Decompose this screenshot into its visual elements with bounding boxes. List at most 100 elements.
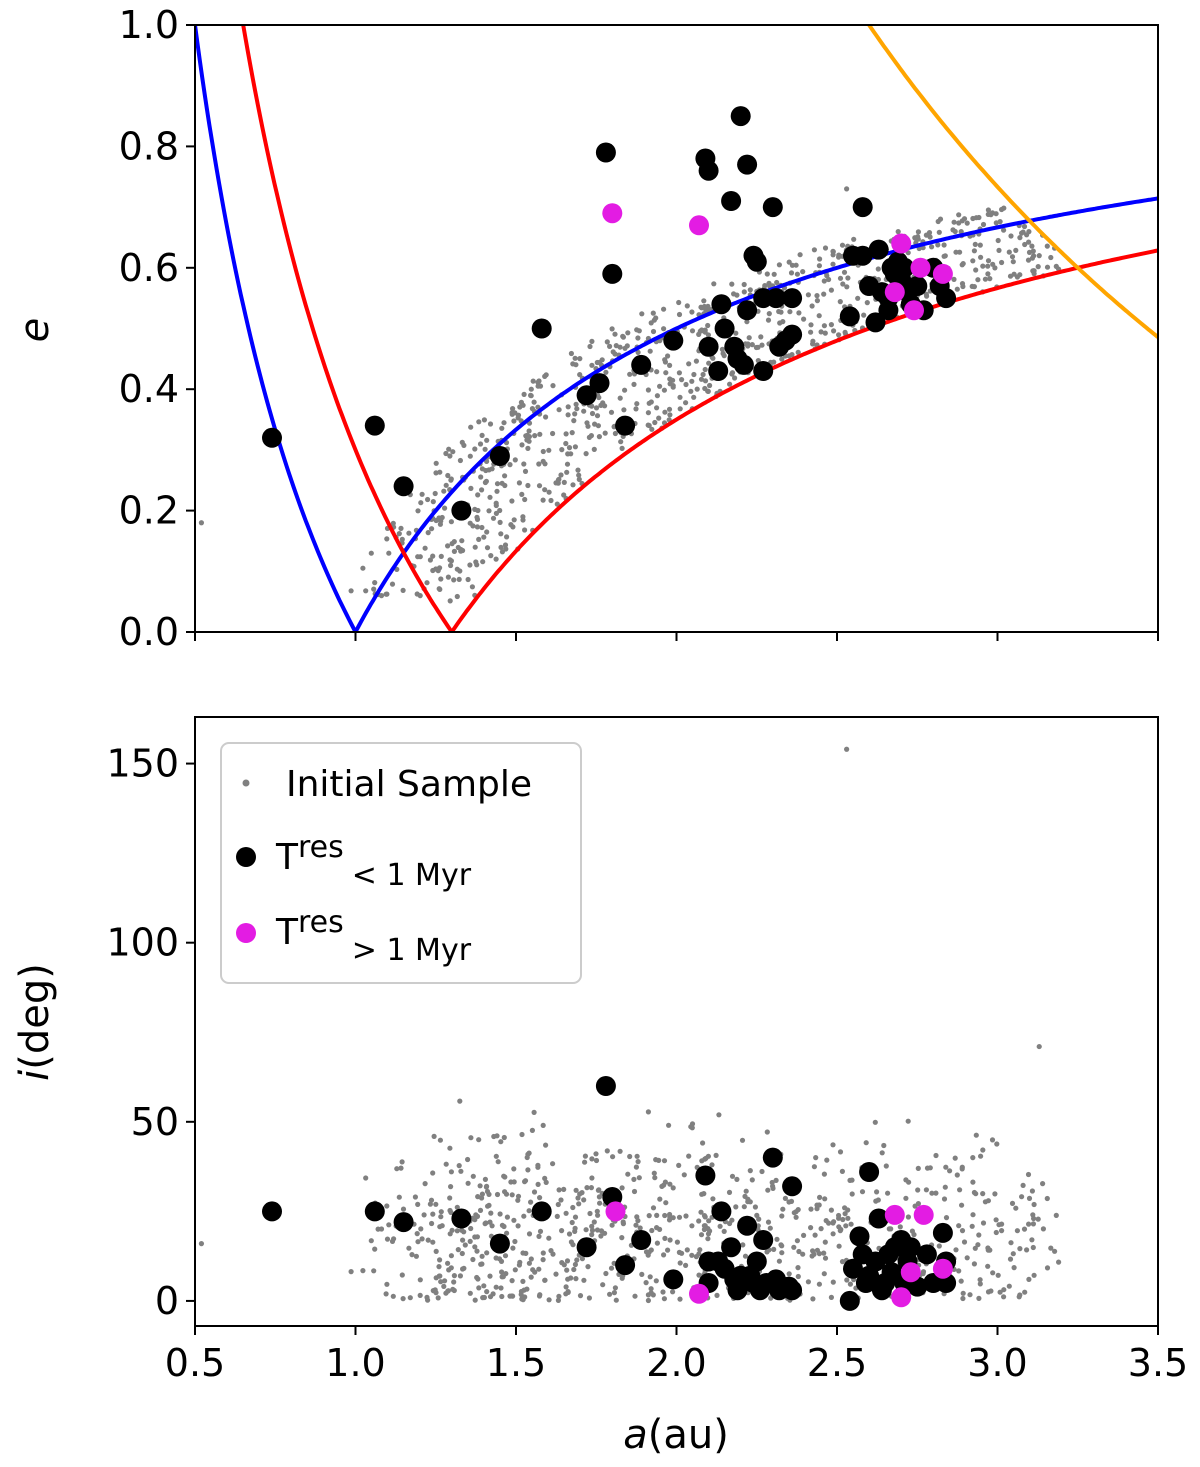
initial-sample-point	[977, 242, 983, 248]
initial-sample-point	[1021, 223, 1028, 230]
initial-sample-point	[589, 1232, 595, 1238]
initial-sample-point	[467, 1290, 473, 1296]
initial-sample-point	[448, 1265, 454, 1271]
x-tick-label: 0.5	[165, 1341, 225, 1385]
initial-sample-point	[888, 1226, 894, 1232]
initial-sample-point	[448, 1184, 454, 1190]
initial-sample-point	[679, 377, 685, 383]
initial-sample-point	[511, 418, 517, 424]
initial-sample-point	[980, 1191, 986, 1197]
initial-sample-point	[729, 1217, 735, 1223]
legend-marker-tres-lt-1myr	[236, 847, 256, 867]
initial-sample-point	[493, 510, 499, 516]
tres-lt-1myr-point	[852, 245, 873, 266]
initial-sample-point	[1044, 1195, 1050, 1202]
initial-sample-point	[689, 1252, 695, 1258]
initial-sample-point	[517, 1259, 523, 1265]
initial-sample-point	[518, 399, 525, 405]
initial-sample-point	[531, 399, 537, 405]
initial-sample-point	[729, 371, 735, 377]
initial-sample-point	[477, 441, 484, 447]
tres-gt-1myr-point	[605, 1201, 626, 1222]
initial-sample-point	[589, 1156, 595, 1162]
initial-sample-point	[587, 343, 593, 350]
initial-sample-point	[465, 1156, 471, 1163]
initial-sample-point	[430, 567, 436, 574]
initial-sample-point	[970, 1212, 976, 1218]
initial-sample-point	[830, 1279, 836, 1285]
initial-sample-point	[522, 527, 528, 533]
initial-sample-point	[437, 521, 443, 527]
initial-sample-point	[441, 488, 447, 494]
initial-sample-point	[1008, 1240, 1014, 1246]
initial-sample-point	[683, 400, 689, 406]
initial-sample-point	[581, 408, 587, 414]
initial-sample-point	[915, 1165, 921, 1171]
initial-sample-point	[964, 220, 970, 226]
initial-sample-point	[670, 1185, 676, 1191]
initial-sample-point	[499, 549, 505, 555]
initial-sample-point	[654, 393, 661, 399]
initial-sample-point	[540, 497, 546, 503]
initial-sample-point	[795, 349, 801, 355]
top-axis-ticks: 0.0 0.2 0.4 0.6 0.8 1.0	[119, 3, 1159, 654]
initial-sample-point	[561, 1186, 567, 1192]
initial-sample-point	[952, 1155, 958, 1161]
initial-sample-point	[528, 386, 534, 392]
initial-sample-point	[848, 1221, 854, 1227]
initial-sample-point	[609, 1222, 615, 1228]
initial-sample-point	[980, 263, 986, 269]
initial-sample-point	[400, 1206, 407, 1212]
top-ylabel: e	[12, 318, 58, 343]
initial-sample-point	[438, 1279, 444, 1285]
tres-gt-1myr-point	[891, 1287, 912, 1308]
initial-sample-point	[435, 1295, 441, 1301]
initial-sample-point	[532, 433, 538, 439]
initial-sample-point	[646, 400, 652, 406]
initial-sample-point	[441, 1283, 447, 1289]
tres-gt-1myr-point	[602, 203, 623, 224]
initial-sample-point	[561, 479, 567, 485]
initial-sample-point	[885, 1190, 891, 1196]
initial-sample-point	[732, 375, 738, 381]
initial-sample-point	[982, 276, 989, 282]
initial-sample-point	[501, 1134, 507, 1141]
initial-sample-point	[564, 461, 571, 467]
initial-sample-point	[569, 430, 575, 436]
tres-lt-1myr-point	[916, 1244, 937, 1265]
initial-sample-point	[504, 1214, 510, 1220]
initial-sample-point	[542, 1175, 548, 1181]
initial-sample-point	[1009, 1200, 1016, 1206]
initial-sample-point	[801, 316, 807, 322]
initial-sample-point	[741, 289, 747, 295]
initial-sample-point	[661, 326, 667, 332]
initial-sample-point	[524, 437, 530, 443]
tres-lt-1myr-point	[782, 1280, 803, 1301]
initial-sample-point	[368, 1238, 374, 1244]
initial-sample-point	[665, 1247, 671, 1253]
x-tick-label: 3.5	[1128, 1341, 1188, 1385]
initial-sample-point	[586, 1295, 593, 1301]
initial-sample-point	[448, 1209, 454, 1215]
initial-sample-point	[663, 370, 669, 376]
tres-lt-1myr-point	[746, 251, 767, 272]
initial-sample-point	[501, 1173, 507, 1179]
initial-sample-point	[788, 1198, 795, 1204]
initial-sample-point	[502, 473, 508, 479]
initial-sample-point	[559, 1228, 565, 1234]
initial-sample-point	[992, 1191, 998, 1197]
initial-sample-point	[584, 1185, 590, 1191]
initial-sample-point	[581, 1277, 587, 1283]
initial-sample-point	[510, 1245, 516, 1251]
initial-sample-point	[607, 343, 613, 349]
initial-sample-point	[430, 553, 436, 559]
initial-sample-point	[596, 434, 603, 440]
initial-sample-point	[677, 1296, 683, 1302]
initial-sample-point	[398, 1165, 404, 1171]
initial-sample-point	[598, 1228, 605, 1234]
initial-sample-point	[593, 1157, 600, 1164]
initial-sample-point	[645, 410, 652, 416]
initial-sample-point	[793, 262, 799, 268]
initial-sample-point	[390, 1293, 396, 1299]
initial-sample-point	[929, 1190, 935, 1196]
